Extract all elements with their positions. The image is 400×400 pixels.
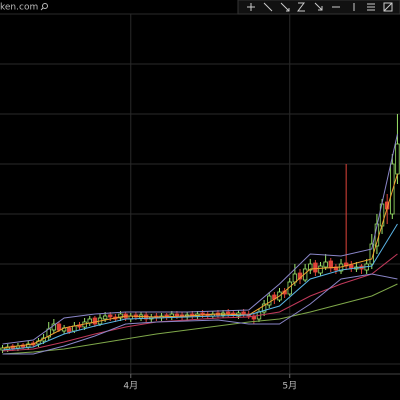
candle-body (92, 317, 98, 325)
site-label: ken.com (0, 3, 38, 13)
candle-body (56, 323, 62, 331)
tool-arrow[interactable] (314, 2, 323, 11)
candle-body (67, 327, 72, 333)
candle-body (318, 265, 323, 274)
indicator-line (2, 223, 398, 351)
candle-body (241, 311, 246, 315)
tool-menu[interactable] (367, 3, 375, 11)
indicator-line (2, 273, 398, 355)
search-icon (40, 3, 48, 11)
tool-erase[interactable] (383, 2, 393, 12)
candle-body (261, 303, 267, 313)
indicator-line (2, 283, 398, 355)
candle-body (323, 261, 328, 268)
candle-body (390, 163, 395, 215)
tool-fib[interactable] (297, 2, 305, 12)
candle-body (267, 295, 272, 306)
candle-body (108, 314, 113, 318)
candle-body (395, 143, 400, 175)
tool-ray[interactable] (280, 2, 290, 12)
candle-body (313, 262, 318, 273)
indicator-line (2, 253, 398, 352)
candle-body (102, 315, 108, 320)
x-tick-label: 5月 (282, 381, 297, 392)
candle-body (328, 260, 333, 269)
candle-body (174, 313, 180, 317)
tool-line[interactable] (263, 2, 273, 12)
tool-crosshair[interactable] (247, 3, 255, 11)
toolbar (237, 0, 400, 15)
candle-body (226, 311, 231, 315)
candle-body (308, 263, 313, 271)
indicator-line (2, 133, 398, 345)
x-tick-label: 4月 (123, 381, 138, 392)
indicator-line (2, 173, 398, 349)
candle-body (118, 313, 123, 319)
candle-body (349, 264, 354, 269)
